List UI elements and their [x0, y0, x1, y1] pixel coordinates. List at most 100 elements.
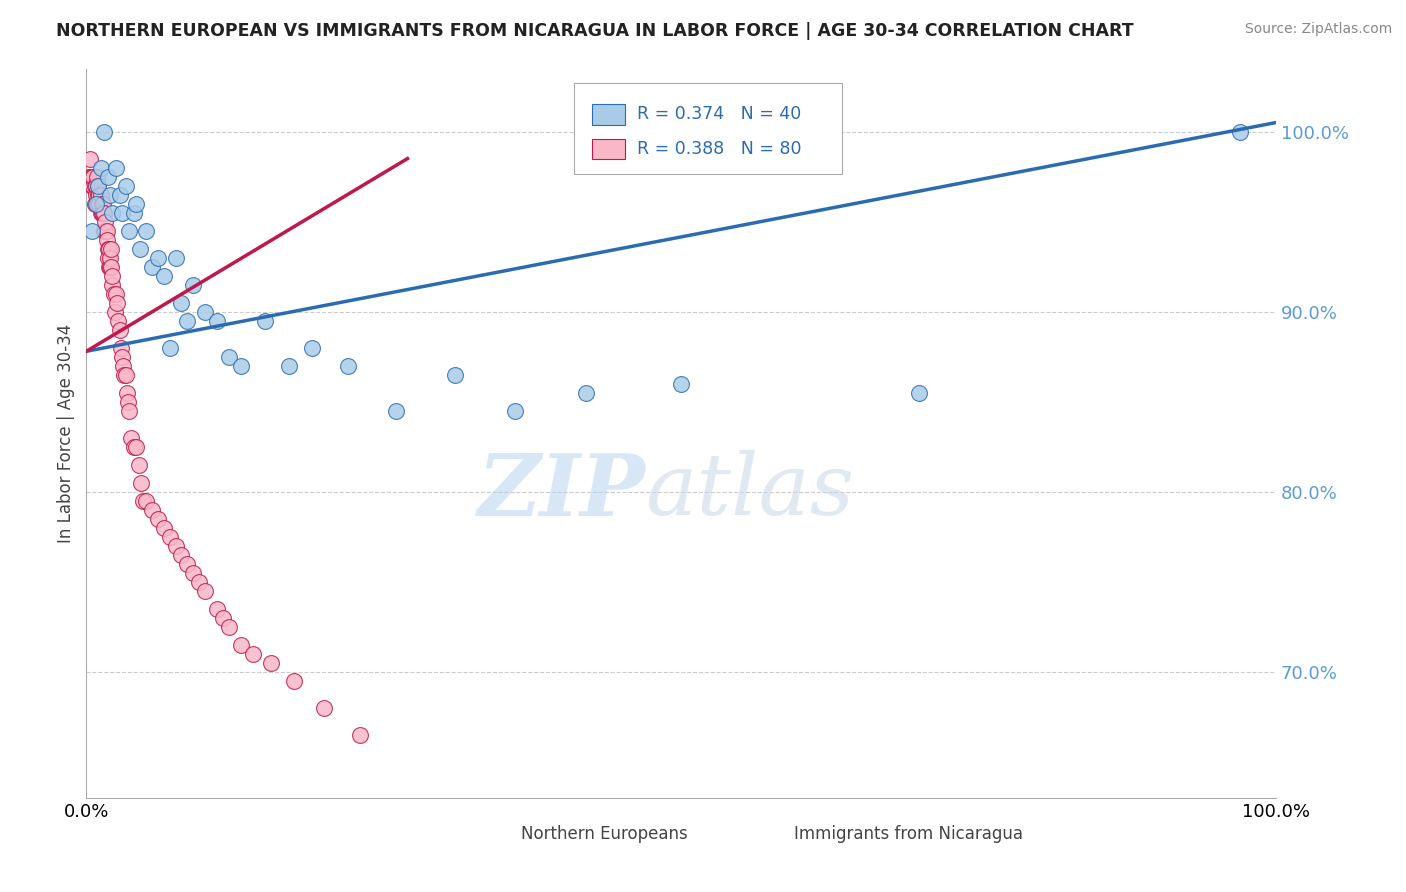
Point — [337, 359, 360, 373]
Point — [152, 268, 174, 283]
Point — [86, 169, 108, 184]
Point — [101, 268, 124, 283]
Point — [205, 602, 228, 616]
Point — [135, 224, 157, 238]
Point — [98, 260, 121, 274]
Point — [575, 385, 598, 400]
FancyBboxPatch shape — [574, 83, 842, 174]
Text: R = 0.388   N = 80: R = 0.388 N = 80 — [637, 140, 801, 158]
Point — [110, 341, 132, 355]
Point — [79, 152, 101, 166]
Point — [1229, 124, 1251, 138]
Point — [87, 187, 110, 202]
Point — [242, 647, 264, 661]
Text: NORTHERN EUROPEAN VS IMMIGRANTS FROM NICARAGUA IN LABOR FORCE | AGE 30-34 CORREL: NORTHERN EUROPEAN VS IMMIGRANTS FROM NIC… — [56, 22, 1133, 40]
Point — [669, 376, 692, 391]
Bar — [485, 821, 510, 847]
Text: ZIP: ZIP — [478, 450, 645, 533]
Point — [384, 403, 406, 417]
Point — [122, 205, 145, 219]
Point — [112, 359, 135, 373]
Point — [135, 493, 157, 508]
Point — [188, 574, 211, 589]
Point — [170, 548, 193, 562]
Text: Source: ZipAtlas.com: Source: ZipAtlas.com — [1244, 22, 1392, 37]
Point — [86, 196, 108, 211]
Point — [349, 728, 371, 742]
Point — [165, 539, 187, 553]
Point — [253, 314, 276, 328]
Point — [159, 341, 181, 355]
Point — [111, 350, 134, 364]
Y-axis label: In Labor Force | Age 30-34: In Labor Force | Age 30-34 — [58, 324, 75, 543]
Point — [82, 169, 104, 184]
Point — [82, 178, 104, 193]
Point — [93, 205, 115, 219]
Point — [908, 385, 931, 400]
Point — [114, 178, 136, 193]
Point — [98, 187, 121, 202]
Point — [83, 196, 105, 211]
Point — [93, 224, 115, 238]
Point — [94, 224, 117, 238]
Point — [84, 196, 107, 211]
Point — [183, 566, 205, 580]
Point — [91, 196, 114, 211]
Point — [94, 214, 117, 228]
Point — [90, 205, 112, 219]
Point — [90, 161, 112, 175]
Point — [101, 277, 124, 292]
Bar — [758, 821, 785, 847]
Point — [96, 233, 118, 247]
Point — [503, 403, 526, 417]
Point — [82, 224, 104, 238]
Point — [87, 196, 110, 211]
Point — [444, 368, 467, 382]
Point — [112, 368, 135, 382]
Point — [108, 323, 131, 337]
Text: Immigrants from Nicaragua: Immigrants from Nicaragua — [794, 825, 1024, 844]
Point — [84, 178, 107, 193]
Point — [111, 205, 134, 219]
Point — [128, 458, 150, 472]
Point — [101, 205, 124, 219]
Text: Northern Europeans: Northern Europeans — [520, 825, 688, 844]
Point — [170, 295, 193, 310]
Point — [229, 638, 252, 652]
Point — [104, 304, 127, 318]
Point — [98, 251, 121, 265]
Point — [132, 493, 155, 508]
Point — [89, 196, 111, 211]
Point — [91, 205, 114, 219]
Point — [229, 359, 252, 373]
Point — [183, 277, 205, 292]
Bar — [592, 138, 626, 159]
Point — [90, 196, 112, 211]
Point — [89, 187, 111, 202]
Point — [108, 187, 131, 202]
Point — [87, 178, 110, 193]
Point — [194, 304, 217, 318]
Point — [115, 385, 138, 400]
Point — [283, 673, 305, 688]
Point — [277, 359, 299, 373]
Point — [141, 260, 163, 274]
Point — [90, 187, 112, 202]
Text: atlas: atlas — [645, 450, 855, 533]
Point — [212, 611, 235, 625]
Bar — [592, 104, 626, 125]
Point — [105, 295, 128, 310]
Point — [176, 314, 198, 328]
Point — [118, 224, 141, 238]
Point — [301, 341, 323, 355]
Point — [77, 169, 100, 184]
Point — [97, 251, 120, 265]
Point — [103, 286, 125, 301]
Point — [218, 350, 240, 364]
Point — [165, 251, 187, 265]
Point — [218, 620, 240, 634]
Point — [84, 187, 107, 202]
Point — [97, 242, 120, 256]
Point — [100, 242, 122, 256]
Point — [97, 242, 120, 256]
